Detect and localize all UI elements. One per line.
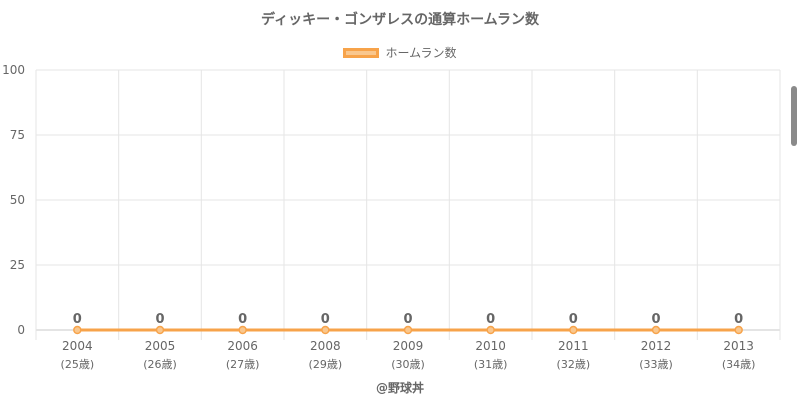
data-label: 0 bbox=[155, 312, 164, 327]
data-label: 0 bbox=[403, 312, 412, 327]
data-labels: 0 0 0 0 0 0 0 0 0 bbox=[73, 312, 743, 327]
data-label: 0 bbox=[238, 312, 247, 327]
legend-label: ホームラン数 bbox=[385, 46, 457, 60]
grid-lines bbox=[35, 69, 781, 340]
data-label: 0 bbox=[569, 312, 578, 327]
credit-label: @野球丼 bbox=[375, 381, 424, 395]
data-point bbox=[569, 325, 578, 335]
data-label: 0 bbox=[73, 312, 82, 327]
x-tick-sublabel: (31歳) bbox=[474, 358, 508, 371]
legend[interactable]: ホームラン数 bbox=[0, 44, 800, 61]
data-label: 0 bbox=[486, 312, 495, 327]
scrollbar-thumb[interactable] bbox=[791, 86, 797, 146]
x-tick-label: 2009 bbox=[393, 339, 424, 353]
series-ホームラン数 bbox=[73, 325, 743, 335]
y-tick-label: 0 bbox=[17, 323, 25, 337]
x-tick-label: 2010 bbox=[475, 339, 506, 353]
data-point bbox=[321, 325, 330, 335]
y-tick-label: 100 bbox=[2, 63, 25, 77]
data-point bbox=[155, 325, 165, 335]
data-point bbox=[403, 325, 413, 335]
chart-title: ディッキー・ゴンザレスの通算ホームラン数 bbox=[261, 12, 539, 28]
data-label: 0 bbox=[651, 312, 660, 327]
data-label: 0 bbox=[734, 312, 743, 327]
x-tick-label: 2006 bbox=[227, 339, 258, 353]
x-tick-sublabel: (27歳) bbox=[226, 358, 260, 371]
y-tick-label: 75 bbox=[10, 128, 25, 142]
x-tick-sublabel: (29歳) bbox=[309, 358, 343, 371]
data-label: 0 bbox=[321, 312, 330, 327]
y-tick-labels: 0 25 50 75 100 bbox=[2, 63, 25, 337]
legend-swatch bbox=[343, 48, 380, 58]
y-tick-label: 25 bbox=[10, 258, 25, 272]
x-tick-sublabel: (30歳) bbox=[391, 358, 425, 371]
x-tick-label: 2004 bbox=[62, 339, 93, 353]
x-tick-label: 2012 bbox=[641, 339, 672, 353]
x-tick-label: 2013 bbox=[723, 339, 754, 353]
x-tick-label: 2011 bbox=[558, 339, 589, 353]
y-tick-label: 50 bbox=[10, 193, 25, 207]
x-tick-sublabel: (26歳) bbox=[143, 358, 177, 371]
data-point bbox=[486, 325, 495, 335]
x-tick-sublabel: (34歳) bbox=[722, 358, 756, 371]
data-point bbox=[238, 325, 247, 335]
data-point bbox=[734, 325, 743, 335]
x-tick-sublabel: (33歳) bbox=[639, 358, 673, 371]
x-tick-sublabel: (32歳) bbox=[557, 358, 591, 371]
x-tick-sublabel: (25歳) bbox=[61, 358, 95, 371]
data-point bbox=[651, 325, 661, 335]
x-tick-label: 2005 bbox=[145, 339, 176, 353]
x-tick-labels: 2004 (25歳) 2005 (26歳) 2006 (27歳) 2008 (29歳) 2009… bbox=[61, 339, 756, 371]
data-point bbox=[73, 325, 82, 335]
x-tick-label: 2008 bbox=[310, 339, 341, 353]
